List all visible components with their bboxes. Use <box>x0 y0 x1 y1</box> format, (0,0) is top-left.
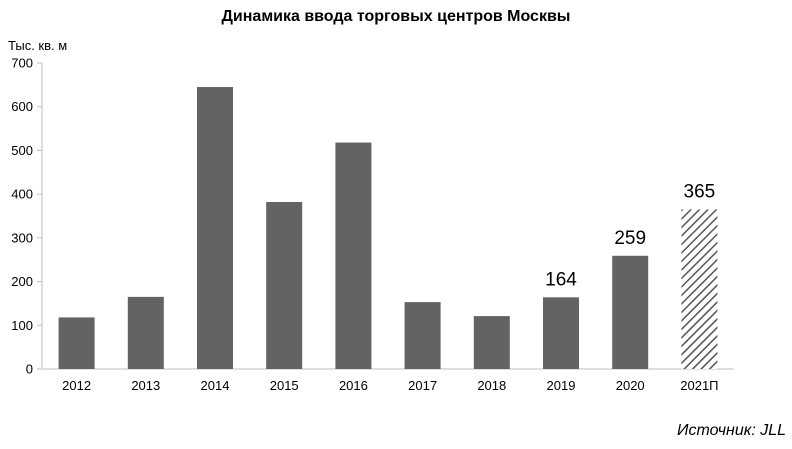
x-tick-label: 2015 <box>270 378 299 393</box>
y-tick-label: 400 <box>11 187 33 202</box>
y-tick-label: 600 <box>11 99 33 114</box>
bar-2019 <box>543 297 579 369</box>
x-tick-label: 2017 <box>408 378 437 393</box>
x-tick-label: 2021П <box>680 378 718 393</box>
x-tick-label: 2019 <box>547 378 576 393</box>
bar-2014 <box>197 87 233 370</box>
y-tick-label: 700 <box>11 56 33 71</box>
data-labels: 164 259 365 <box>545 181 715 290</box>
y-tick-label: 200 <box>11 274 33 289</box>
bars <box>58 87 718 370</box>
data-label-2020: 259 <box>614 228 646 249</box>
bar-2015 <box>266 202 303 369</box>
y-tick-label: 500 <box>11 143 33 158</box>
x-tick-label: 2012 <box>62 378 91 393</box>
source-note: Источник: JLL <box>677 422 786 439</box>
x-axis: 2012 2013 2014 2015 2016 2017 2018 2019 2020 2021… <box>42 368 734 393</box>
y-tick-label: 0 <box>26 362 33 377</box>
bar-2017 <box>404 302 441 369</box>
x-tick-label: 2018 <box>477 378 506 393</box>
bar-2018 <box>473 316 510 369</box>
bar-2016 <box>335 142 372 369</box>
y-axis-unit-label: Тыс. кв. м <box>8 38 67 53</box>
x-tick-label: 2013 <box>131 378 160 393</box>
bar-2020 <box>612 255 649 369</box>
data-label-2019: 164 <box>545 269 577 290</box>
bar-2012 <box>58 317 95 369</box>
bar-2013 <box>127 296 164 369</box>
y-tick-label: 300 <box>11 230 33 245</box>
x-tick-label: 2020 <box>616 378 645 393</box>
x-tick-label: 2016 <box>339 378 368 393</box>
bar-2021П <box>681 209 718 369</box>
data-label-2021П: 365 <box>684 181 716 202</box>
chart-title: Динамика ввода торговых центров Москвы <box>221 8 571 25</box>
y-tick-label: 100 <box>11 318 33 333</box>
y-axis: 0 100 200 300 400 500 600 700 <box>11 56 43 377</box>
x-tick-label: 2014 <box>201 378 230 393</box>
